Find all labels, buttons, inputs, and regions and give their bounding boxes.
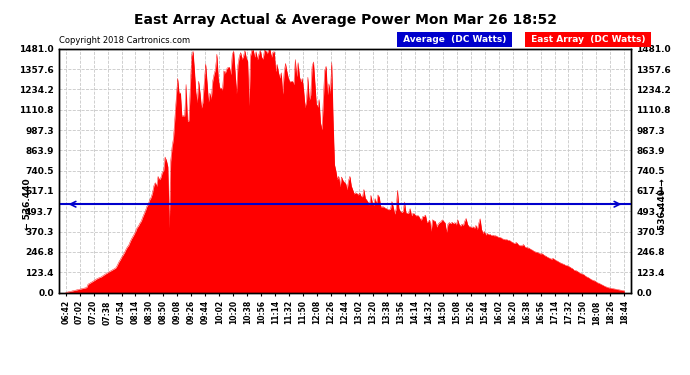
Text: East Array  (DC Watts): East Array (DC Watts) <box>528 35 649 44</box>
Text: ← 536.440: ← 536.440 <box>23 178 32 230</box>
Text: Copyright 2018 Cartronics.com: Copyright 2018 Cartronics.com <box>59 36 190 45</box>
Text: East Array Actual & Average Power Mon Mar 26 18:52: East Array Actual & Average Power Mon Ma… <box>133 13 557 27</box>
Text: Average  (DC Watts): Average (DC Watts) <box>400 35 510 44</box>
Text: 536.440 →: 536.440 → <box>658 178 667 230</box>
